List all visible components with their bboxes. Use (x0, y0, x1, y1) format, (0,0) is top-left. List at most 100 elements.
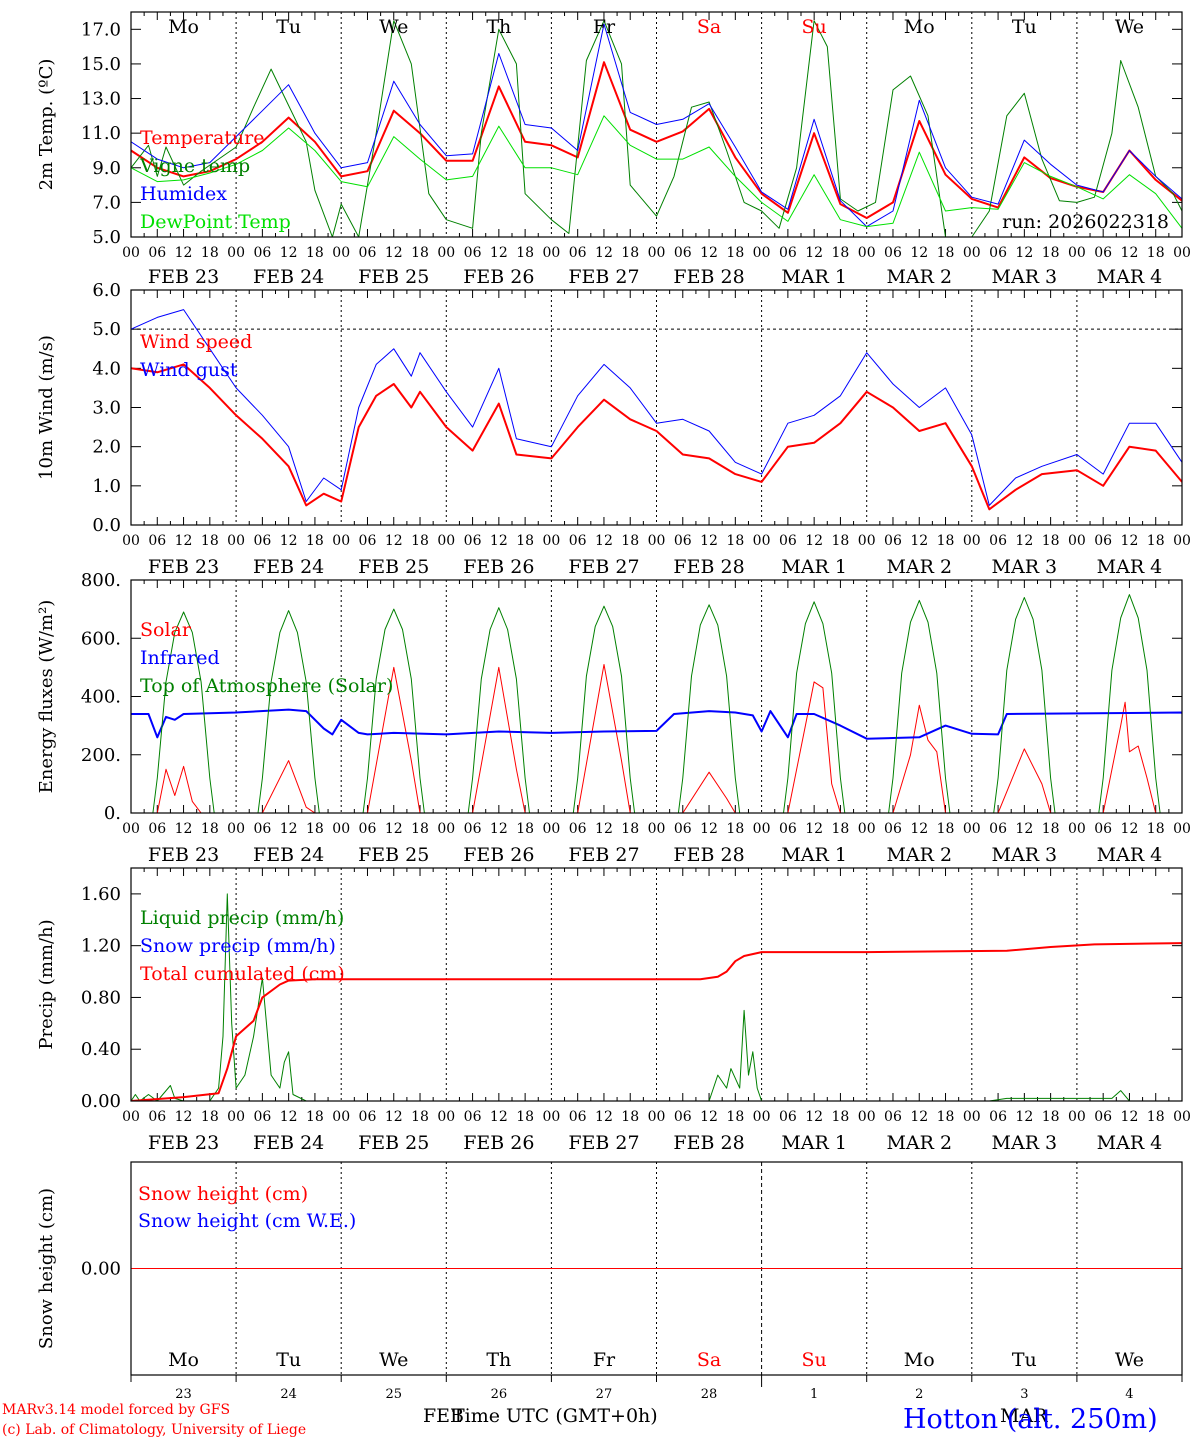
energy-hour-label: 00 (858, 821, 876, 837)
energy-date-label: MAR 4 (1097, 844, 1163, 866)
energy-hour-label: 06 (148, 821, 166, 837)
month-start-label: FEB (423, 1405, 464, 1427)
precip-legend-total-cumulated-cm-: Total cumulated (cm) (140, 963, 345, 985)
temp-hour-label: 00 (122, 245, 140, 261)
precip-hour-label: 18 (306, 1109, 324, 1125)
temp-date-label: FEB 23 (148, 266, 219, 288)
wind-hour-label: 00 (122, 533, 140, 549)
snow-day-label: We (1115, 1349, 1144, 1371)
precip-date-label: MAR 4 (1097, 1132, 1163, 1154)
wind-ytick-label: 2.0 (92, 437, 121, 458)
wind-hour-label: 12 (910, 533, 928, 549)
wind-hour-label: 12 (1015, 533, 1033, 549)
temp-hour-label: 06 (359, 245, 377, 261)
energy-hour-label: 12 (280, 821, 298, 837)
temp-hour-label: 18 (726, 245, 744, 261)
snow-ytick-label: 0.00 (81, 1259, 121, 1280)
energy-hour-label: 00 (648, 821, 666, 837)
precip-date-label: FEB 23 (148, 1132, 219, 1154)
energy-ytick-label: 400. (81, 687, 121, 708)
wind-hour-label: 12 (805, 533, 823, 549)
energy-hour-label: 18 (937, 821, 955, 837)
temp-date-label: FEB 27 (568, 266, 639, 288)
temp-hour-label: 06 (674, 245, 692, 261)
temp-hour-label: 12 (910, 245, 928, 261)
temp-day-label: We (379, 16, 408, 38)
precip-legend-liquid-precip-mm-h-: Liquid precip (mm/h) (140, 907, 344, 929)
wind-hour-label: 12 (280, 533, 298, 549)
temp-hour-label: 00 (1173, 245, 1191, 261)
energy-series-solar (131, 664, 1182, 813)
temp-hour-label: 12 (490, 245, 508, 261)
snow-legend-snow-height-cm-: Snow height (cm) (138, 1183, 308, 1205)
wind-date-label: FEB 26 (463, 556, 534, 578)
temp-hour-label: 12 (1015, 245, 1033, 261)
temp-date-label: FEB 25 (358, 266, 429, 288)
energy-hour-label: 18 (621, 821, 639, 837)
precip-hour-label: 18 (1147, 1109, 1165, 1125)
energy-date-label: FEB 27 (568, 844, 639, 866)
energy-hour-label: 12 (1121, 821, 1139, 837)
precip-date-label: MAR 3 (992, 1132, 1058, 1154)
energy-hour-label: 06 (253, 821, 271, 837)
precip-date-label: FEB 28 (673, 1132, 744, 1154)
energy-ytick-label: 0. (104, 803, 121, 824)
wind-hour-label: 06 (1094, 533, 1112, 549)
temp-hour-label: 00 (753, 245, 771, 261)
temp-date-label: MAR 1 (781, 266, 847, 288)
energy-hour-label: 00 (122, 821, 140, 837)
precip-hour-label: 00 (648, 1109, 666, 1125)
energy-legend-infrared: Infrared (140, 647, 220, 669)
wind-hour-label: 00 (542, 533, 560, 549)
precip-ytick-label: 0.80 (81, 987, 121, 1008)
temp-hour-label: 18 (516, 245, 534, 261)
temp-ytick-label: 5.0 (92, 227, 121, 248)
snow-day-number: 24 (280, 1387, 297, 1402)
energy-hour-label: 12 (175, 821, 193, 837)
precip-hour-label: 00 (227, 1109, 245, 1125)
energy-hour-label: 00 (437, 821, 455, 837)
wind-ylabel: 10m Wind (m/s) (36, 335, 57, 480)
precip-hour-label: 00 (332, 1109, 350, 1125)
temp-ytick-label: 17.0 (81, 19, 121, 40)
temp-hour-label: 00 (332, 245, 350, 261)
temp-day-label: Tu (276, 16, 301, 38)
wind-hour-label: 00 (1173, 533, 1191, 549)
temp-legend-vigne-temp: Vigne temp (139, 155, 250, 177)
wind-hour-label: 18 (1147, 533, 1165, 549)
precip-hour-label: 12 (595, 1109, 613, 1125)
temp-hour-label: 06 (253, 245, 271, 261)
snow-day-number: 28 (701, 1387, 718, 1402)
snow-day-label: Tu (1012, 1349, 1037, 1371)
snow-day-label: Mo (904, 1349, 935, 1371)
energy-panel: 0. 200. 400. 600. 800. Energy fluxes (W/m²) So… (36, 570, 1191, 866)
temp-day-label: Th (486, 16, 511, 38)
wind-hour-label: 00 (648, 533, 666, 549)
temp-hour-label: 06 (884, 245, 902, 261)
precip-hour-label: 06 (1094, 1109, 1112, 1125)
snow-legend-snow-height-cm-w-e-: Snow height (cm W.E.) (138, 1210, 356, 1232)
temp-hour-label: 18 (937, 245, 955, 261)
wind-hour-label: 00 (437, 533, 455, 549)
wind-hour-label: 06 (464, 533, 482, 549)
energy-hour-label: 18 (726, 821, 744, 837)
energy-hour-label: 00 (227, 821, 245, 837)
precip-ytick-label: 0.40 (81, 1039, 121, 1060)
precip-legend-snow-precip-mm-h-: Snow precip (mm/h) (140, 935, 336, 957)
temp-hour-label: 12 (595, 245, 613, 261)
precip-ytick-label: 1.60 (81, 884, 121, 905)
energy-hour-label: 06 (884, 821, 902, 837)
wind-date-label: FEB 24 (253, 556, 324, 578)
temp-day-label: Mo (904, 16, 935, 38)
snow-panel: 0.00 Snow height (cm) Snow height (cm) Snow… (36, 1161, 1183, 1402)
energy-hour-label: 18 (1042, 821, 1060, 837)
precip-hour-label: 00 (1068, 1109, 1086, 1125)
energy-date-label: MAR 1 (781, 844, 847, 866)
snow-day-number: 25 (385, 1387, 402, 1402)
precip-date-label: MAR 1 (781, 1132, 847, 1154)
snow-day-number: 27 (596, 1387, 613, 1402)
temp-series-vigne-temp (131, 20, 1182, 237)
temp-hour-label: 18 (621, 245, 639, 261)
energy-hour-label: 00 (542, 821, 560, 837)
precip-hour-label: 18 (1042, 1109, 1060, 1125)
